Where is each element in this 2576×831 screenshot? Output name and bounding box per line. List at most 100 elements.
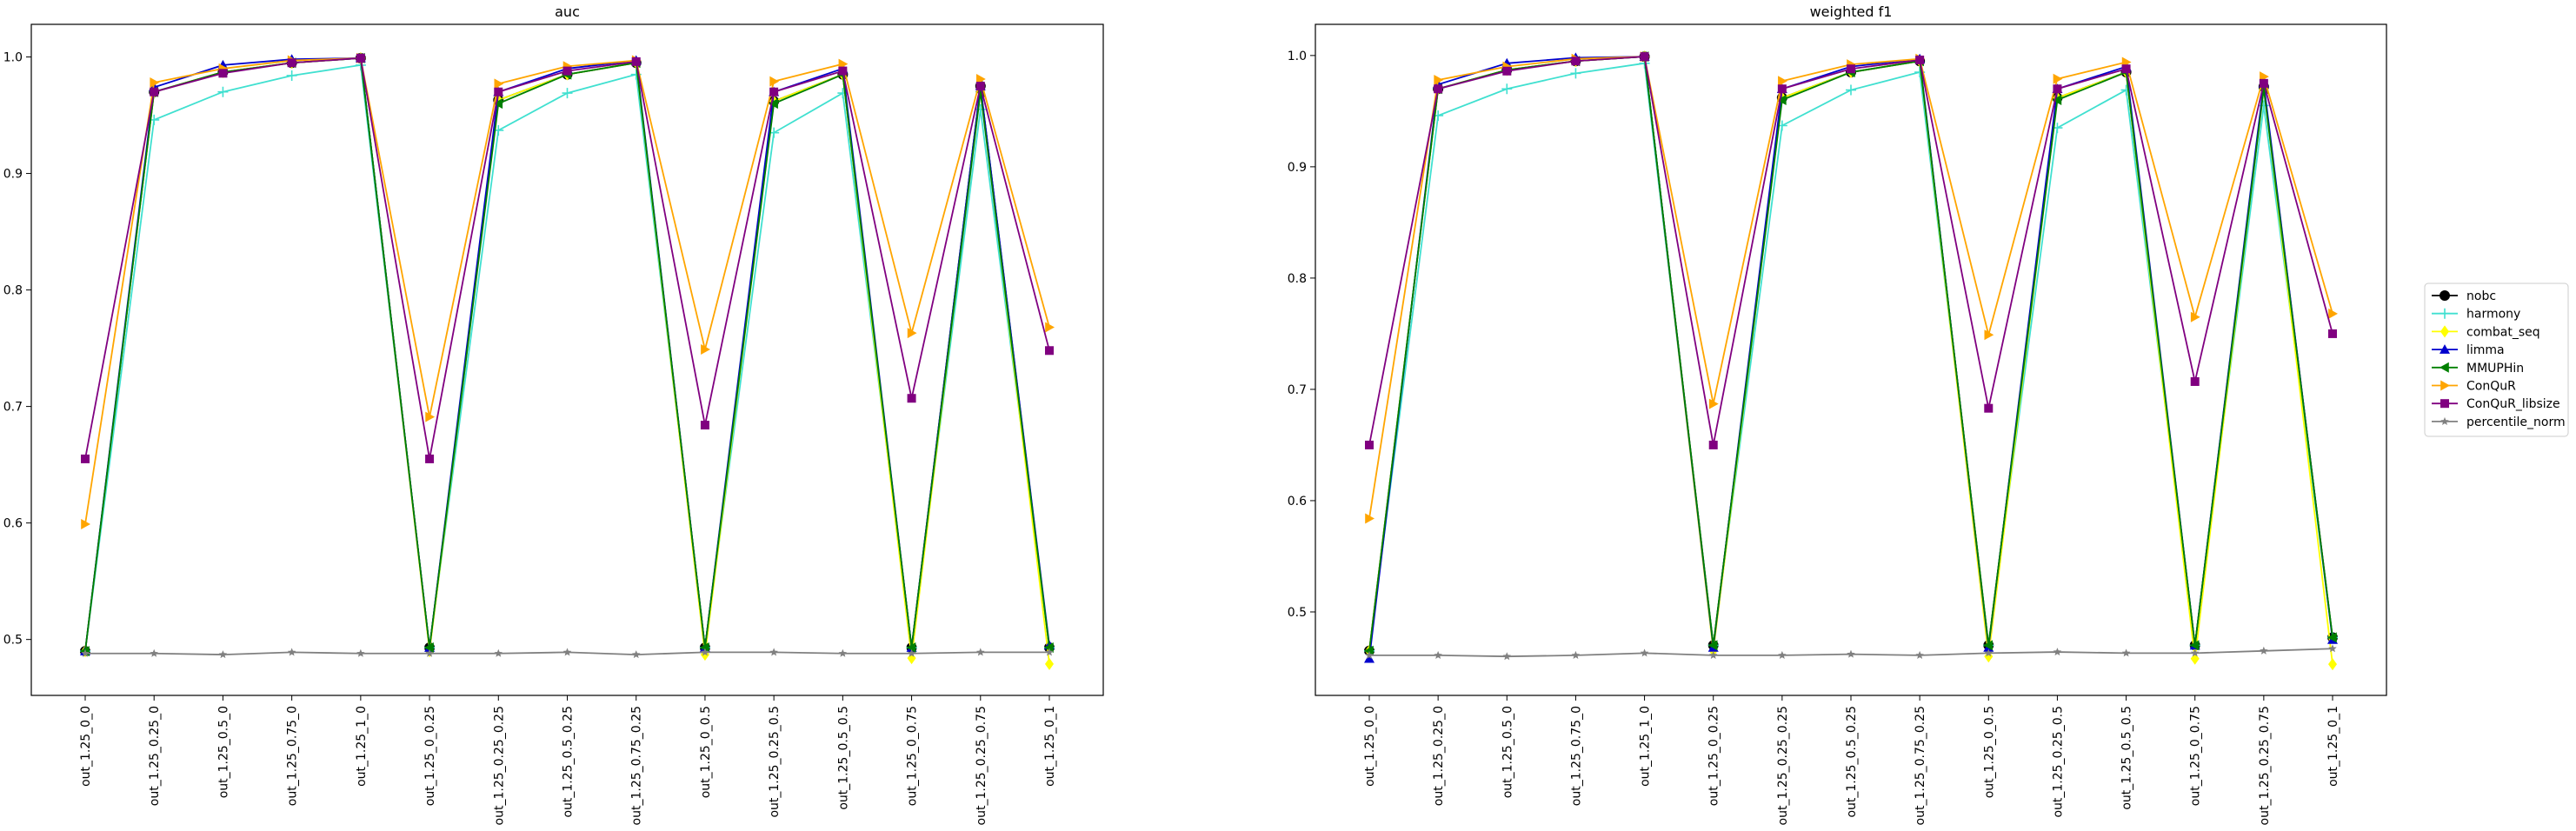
x-tick-label: out_1.25_0.5_0.5 [836, 706, 850, 810]
data-point [425, 648, 434, 657]
x-tick-label: out_1.25_0_0.5 [1982, 706, 1996, 798]
legend-item: nobc [2432, 289, 2496, 303]
data-point [1777, 84, 1787, 94]
legend-marker [2440, 308, 2450, 319]
data-point [1434, 75, 1444, 86]
series-line [84, 63, 1050, 652]
data-point [975, 82, 985, 91]
x-tick-label: out_1.25_0_0.25 [423, 706, 437, 806]
y-tick-label: 0.8 [3, 284, 23, 298]
data-point [2328, 308, 2338, 319]
data-point [769, 648, 778, 656]
data-point [2190, 376, 2200, 386]
data-point [906, 642, 916, 654]
series-line [1368, 56, 2333, 446]
data-point [2190, 311, 2200, 322]
x-tick-label: out_1.25_0_0.5 [699, 706, 713, 798]
x-tick-label: out_1.25_0.25_0.75 [975, 706, 988, 825]
data-point [1045, 657, 1054, 670]
legend-label: ConQuR_libsize [2466, 397, 2560, 411]
data-point [1502, 652, 1512, 661]
data-point [493, 98, 503, 110]
series-line [1368, 62, 2333, 651]
series-line [1368, 56, 2333, 665]
x-tick-label: out_1.25_0.25_0.25 [492, 706, 506, 825]
data-point [2328, 329, 2337, 338]
data-point [1501, 83, 1513, 95]
x-tick-label: out_1.25_0_0 [79, 706, 93, 787]
data-point [1915, 55, 1925, 64]
data-point [838, 66, 848, 76]
data-point [2053, 84, 2062, 94]
data-point [1707, 640, 1718, 651]
series-line [1368, 56, 2333, 659]
plot-frame [30, 23, 1104, 696]
series-nobc [1364, 51, 2338, 656]
series-percentile-norm [1365, 644, 2337, 661]
data-point [769, 87, 779, 96]
data-point [2121, 648, 2131, 657]
series-combat-seq [81, 51, 1054, 670]
x-tick-label: out_1.25_0_1 [2326, 706, 2340, 787]
data-point [562, 88, 573, 99]
legend-item: harmony [2432, 308, 2520, 322]
data-point [562, 66, 572, 76]
data-point [838, 648, 848, 657]
y-tick-label: 1.0 [1288, 50, 1307, 63]
legend-item: ConQuR_libsize [2432, 397, 2560, 411]
data-point [2190, 648, 2200, 657]
legend-label: MMUPHin [2466, 362, 2524, 376]
data-point [1640, 648, 1649, 657]
data-point [1778, 650, 1787, 659]
legend-label: ConQuR [2466, 380, 2516, 394]
legend-label: limma [2466, 343, 2505, 357]
series-harmony [1364, 57, 2338, 656]
legend-marker [2440, 416, 2449, 425]
data-point [907, 394, 916, 403]
x-tick-label: out_1.25_0.75_0.25 [1914, 706, 1927, 825]
series-line [84, 57, 1050, 652]
y-tick-label: 0.9 [1288, 161, 1307, 175]
data-point [1045, 322, 1055, 333]
data-point [2053, 648, 2062, 656]
data-point [2328, 644, 2337, 653]
chart-panel: weighted f1 0.5 0.6 0.7 0.8 0.9 1.0 out_1.25_0_… [1288, 3, 2387, 825]
series-nobc [80, 52, 1055, 657]
data-point [2328, 658, 2337, 671]
legend-label: nobc [2466, 289, 2496, 303]
y-tick-label: 0.8 [1288, 272, 1307, 286]
series-line [1368, 56, 2333, 519]
data-point [218, 69, 228, 78]
y-tick-label: 0.7 [3, 401, 23, 415]
series-line [84, 57, 1050, 460]
data-point [631, 57, 641, 66]
x-tick-label: out_1.25_0_0.25 [1707, 706, 1721, 806]
data-point [494, 648, 503, 657]
x-tick-label: out_1.25_0.25_0.5 [2051, 706, 2065, 818]
data-point [1364, 653, 1375, 663]
data-point [1640, 52, 1649, 62]
data-point [2121, 64, 2131, 74]
data-point [838, 58, 849, 70]
data-point [1847, 649, 1855, 658]
data-point [907, 648, 916, 657]
data-point [631, 650, 641, 659]
legend-item: percentile_norm [2432, 416, 2566, 429]
data-point [769, 98, 778, 110]
data-point [1983, 640, 1994, 651]
data-point [81, 518, 90, 529]
x-tick-label: out_1.25_0_0.75 [906, 706, 920, 806]
x-tick-label: out_1.25_1_0 [1639, 706, 1653, 787]
data-point [356, 648, 365, 657]
data-point [424, 642, 434, 654]
data-point [218, 650, 228, 659]
data-point [701, 648, 709, 656]
y-tick-label: 0.5 [3, 634, 23, 648]
y-tick-label: 0.6 [1288, 495, 1307, 509]
data-point [1778, 76, 1787, 87]
x-tick-label: out_1.25_0_1 [1043, 706, 1057, 787]
x-tick-label: out_1.25_0.25_0 [1432, 706, 1446, 806]
series-combat-seq [1365, 50, 2337, 671]
data-point [699, 642, 709, 654]
data-point [425, 411, 436, 422]
